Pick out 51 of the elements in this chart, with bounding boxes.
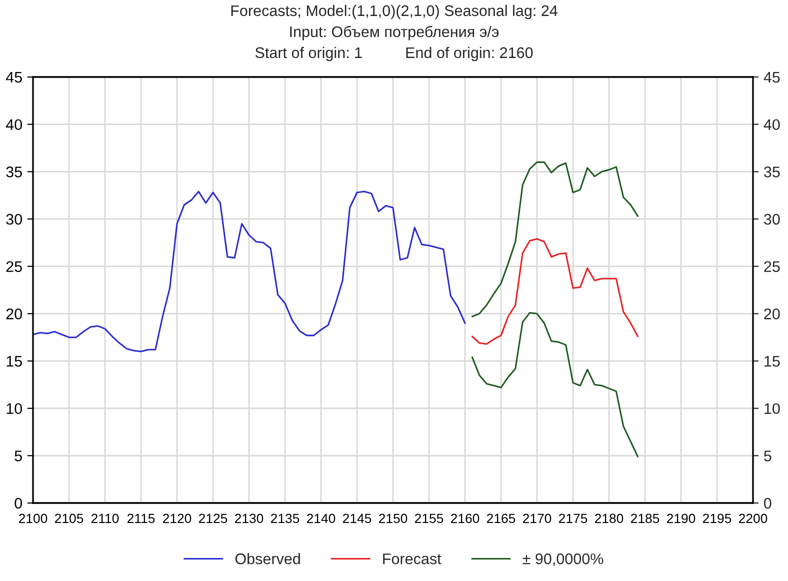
line-series: [471, 312, 639, 458]
y-tick-label: 30: [6, 214, 22, 225]
y-tick-label: 20: [6, 308, 22, 320]
text: Start of origin: 1 End of origin: 2160: [255, 46, 533, 62]
x-tick-label: 2170: [522, 514, 552, 524]
y2-tick-label: 10: [764, 403, 780, 414]
y-tick-label: 45: [6, 72, 22, 83]
legend-label: ± 90,0000%: [522, 553, 604, 566]
x-tick-label: 2200: [738, 514, 768, 524]
x-tick-label: 2145: [342, 514, 372, 524]
chart-title: Forecasts; Model:(1,1,0)(2,1,0) Seasonal lag: 24: [231, 4, 558, 20]
x-tick-label: 2125: [198, 514, 228, 524]
x-tick-label: 2110: [91, 514, 119, 524]
y2-tick-label: 15: [764, 356, 780, 367]
y-tick-label: 0: [14, 498, 22, 509]
x-tick-label: 2165: [486, 514, 516, 524]
x-tick-label: 2100: [18, 514, 48, 524]
line-series: [33, 190, 466, 352]
y2-tick-label: 5: [764, 450, 772, 462]
x-tick-label: 2185: [630, 514, 660, 524]
x-tick-label: 2120: [162, 514, 192, 524]
x-tick-label: 2175: [558, 514, 588, 524]
y-tick-label: 15: [6, 356, 22, 367]
x-tick-label: 2195: [702, 514, 732, 524]
y2-tick-label: 35: [764, 166, 780, 178]
line-series: [471, 161, 639, 318]
line-series: [471, 238, 639, 345]
y-tick-label: 35: [6, 166, 22, 178]
y2-tick-label: 25: [764, 261, 780, 272]
legend-label: Observed: [235, 553, 300, 564]
x-tick-label: 2155: [414, 514, 444, 524]
legend-label: Forecast: [383, 554, 442, 564]
y-tick-label: 10: [6, 403, 22, 414]
x-tick-label: 2105: [54, 514, 84, 524]
chart-subtitle: Input: Объем потребления э/э: [290, 26, 499, 40]
y2-tick-label: 40: [764, 119, 780, 130]
x-tick-label: 2160: [450, 514, 480, 524]
y2-tick-label: 45: [764, 72, 780, 83]
y2-tick-label: 0: [764, 498, 772, 509]
x-tick-label: 2130: [234, 514, 264, 524]
x-tick-label: 2135: [270, 514, 300, 524]
y2-tick-label: 20: [764, 308, 780, 320]
x-tick-label: 2190: [666, 514, 696, 524]
x-tick-label: 2115: [127, 514, 155, 524]
y-tick-label: 25: [6, 261, 22, 272]
x-tick-label: 2180: [594, 514, 624, 524]
y2-tick-label: 30: [764, 214, 780, 225]
x-tick-label: 2140: [306, 514, 336, 524]
x-tick-label: 2150: [378, 514, 408, 524]
y-tick-label: 5: [14, 450, 22, 462]
y-tick-label: 40: [6, 119, 22, 130]
